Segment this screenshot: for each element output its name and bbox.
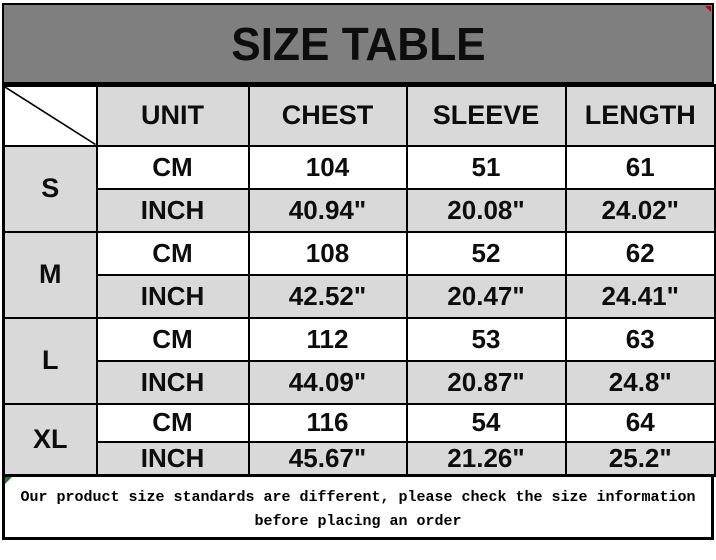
cell-xl-inch-sleeve: 21.26"	[405, 440, 567, 477]
cell-xl-cm-chest: 116	[247, 402, 408, 443]
cell-s-inch-length: 24.02"	[564, 187, 716, 233]
unit-cell-cm: CM	[95, 402, 250, 443]
table-row-xl-cm: XL CM 116 54 64	[2, 402, 716, 477]
cell-l-inch-sleeve: 20.87"	[405, 359, 567, 405]
unit-cell-cm: CM	[95, 144, 250, 190]
cell-s-cm-chest: 104	[247, 144, 408, 190]
cell-m-cm-length: 62	[564, 230, 716, 276]
table-row-m-cm: M CM 108 52 62	[2, 230, 716, 319]
cell-m-cm-chest: 108	[247, 230, 408, 276]
table-row-s-inch: INCH 40.94" 20.08" 24.02"	[4, 187, 716, 233]
cell-s-inch-chest: 40.94"	[247, 187, 408, 233]
cell-s-cm-sleeve: 51	[405, 144, 567, 190]
cell-xl-cm-sleeve: 54	[405, 402, 567, 443]
cell-l-inch-chest: 44.09"	[247, 359, 408, 405]
size-table: UNIT CHEST SLEEVE LENGTH S CM 104 51 61 …	[2, 84, 716, 477]
cell-m-inch-length: 24.41"	[564, 273, 716, 319]
cell-m-cm-sleeve: 52	[405, 230, 567, 276]
size-label-s: S	[2, 144, 98, 233]
unit-cell-inch: INCH	[95, 273, 250, 319]
unit-cell-cm: CM	[95, 230, 250, 276]
footer-note-line-2: before placing an order	[254, 513, 462, 530]
header-unit: UNIT	[95, 84, 250, 147]
cell-s-inch-sleeve: 20.08"	[405, 187, 567, 233]
header-row: UNIT CHEST SLEEVE LENGTH	[2, 84, 716, 147]
header-chest: CHEST	[247, 84, 408, 147]
header-sleeve: SLEEVE	[405, 84, 567, 147]
page-title: SIZE TABLE	[230, 17, 486, 70]
unit-cell-inch: INCH	[95, 187, 250, 233]
footer-note: Our product size standards are different…	[2, 477, 714, 540]
diagonal-header-cell	[2, 84, 98, 147]
cell-l-cm-sleeve: 53	[405, 316, 567, 362]
header-length: LENGTH	[564, 84, 716, 147]
table-row-m-inch: INCH 42.52" 20.47" 24.41"	[4, 273, 716, 319]
cell-m-inch-chest: 42.52"	[247, 273, 408, 319]
cell-xl-cm-length: 64	[564, 402, 716, 443]
cell-l-cm-length: 63	[564, 316, 716, 362]
unit-cell-inch: INCH	[95, 359, 250, 405]
comment-marker-green-icon	[5, 477, 12, 484]
table-row-l-inch: INCH 44.09" 20.87" 24.8"	[4, 359, 716, 405]
unit-cell-inch: INCH	[95, 440, 250, 477]
diagonal-line-icon	[5, 87, 96, 145]
footer-note-line-1: Our product size standards are different…	[20, 489, 696, 506]
table-row-l-cm: L CM 112 53 63	[2, 316, 716, 405]
cell-xl-inch-length: 25.2"	[564, 440, 716, 477]
cell-s-cm-length: 61	[564, 144, 716, 190]
size-label-m: M	[2, 230, 98, 319]
cell-l-cm-chest: 112	[247, 316, 408, 362]
size-table-title-bar: SIZE TABLE	[2, 3, 714, 84]
comment-marker-red-icon	[705, 6, 711, 12]
size-label-l: L	[2, 316, 98, 405]
cell-xl-inch-chest: 45.67"	[247, 440, 408, 477]
cell-l-inch-length: 24.8"	[564, 359, 716, 405]
table-row-s-cm: S CM 104 51 61	[2, 144, 716, 233]
unit-cell-cm: CM	[95, 316, 250, 362]
size-label-xl: XL	[2, 402, 98, 477]
cell-m-inch-sleeve: 20.47"	[405, 273, 567, 319]
table-row-xl-inch: INCH 45.67" 21.26" 25.2"	[4, 440, 716, 477]
